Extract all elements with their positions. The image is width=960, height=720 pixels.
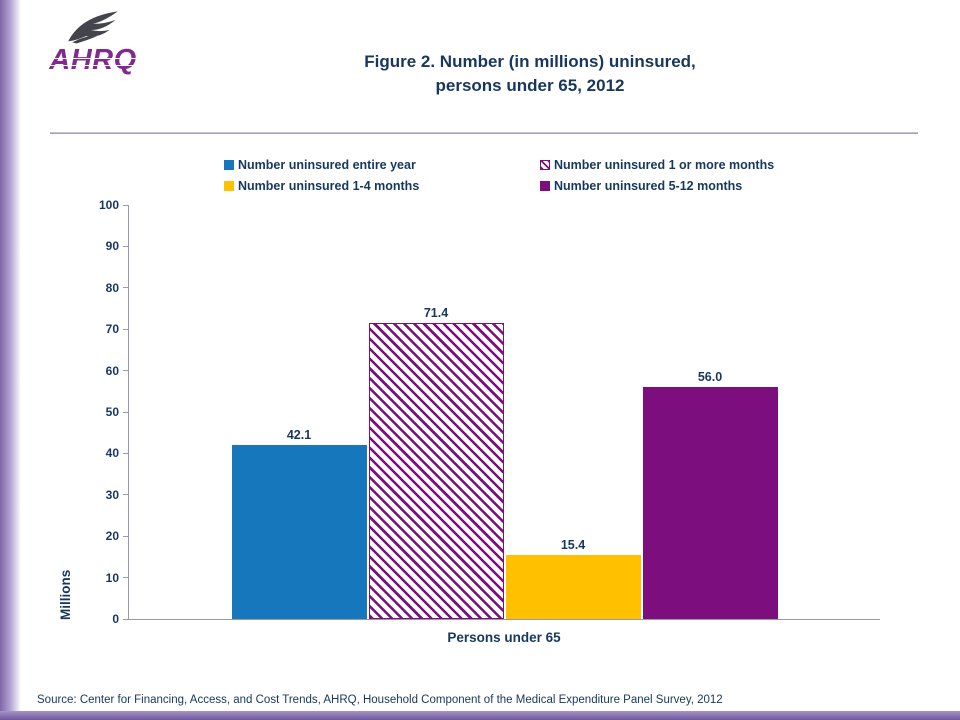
y-tick-mark	[123, 287, 129, 289]
chart-title-line1: Figure 2. Number (in millions) uninsured…	[364, 52, 696, 71]
y-axis-title: Millions	[58, 569, 73, 620]
legend-item-1-or-more-months: Number uninsured 1 or more months	[540, 158, 774, 172]
ahrq-logo: AHRQ	[34, 8, 152, 75]
y-tick-label: 40	[105, 446, 119, 461]
chart-title: Figure 2. Number (in millions) uninsured…	[160, 50, 900, 98]
y-tick-label: 80	[105, 280, 119, 295]
y-tick-label: 0	[112, 612, 119, 626]
y-tick-label: 70	[105, 322, 119, 337]
y-tick-mark	[123, 452, 129, 454]
eagle-icon	[68, 11, 118, 44]
legend-label: Number uninsured 1 or more months	[554, 158, 775, 172]
bar-uninsured-5-12-months	[642, 387, 778, 619]
plot-area: 0 10 20 30 40 50 60 70 80 90 100 42.1 71.4 15.4 56…	[99, 198, 880, 626]
y-tick-label: 60	[105, 363, 119, 378]
chart-title-line2: persons under 65, 2012	[435, 75, 625, 95]
bar-group-1-or-more-months: 71.4	[368, 306, 504, 619]
y-tick-label: 20	[105, 529, 119, 544]
x-axis-title: Persons under 65	[447, 630, 561, 645]
legend-label: Number uninsured 5-12 months	[554, 179, 743, 193]
y-tick-label: 10	[105, 570, 119, 585]
legend-marker-1-or-more-months	[540, 160, 550, 170]
bar-uninsured-entire-year	[231, 444, 367, 619]
y-tick-mark	[123, 577, 129, 579]
source-note: Source: Center for Financing, Access, an…	[37, 694, 723, 706]
bar-group-entire-year: 42.1	[231, 427, 367, 619]
bar-uninsured-1-4-months	[505, 555, 641, 619]
bar-value-label: 15.4	[560, 538, 586, 553]
y-tick-label: 50	[105, 405, 119, 419]
y-tick-mark	[123, 494, 129, 496]
bar-group-5-12-months: 56.0	[642, 370, 778, 619]
bottom-gradient-strip	[0, 711, 960, 720]
y-tick-mark	[123, 245, 129, 247]
bar-value-label: 56.0	[697, 370, 723, 385]
bars-group: 42.1 71.4 15.4 56.0	[129, 205, 880, 619]
logo-stripe	[38, 57, 148, 59]
left-gradient-strip	[0, 0, 21, 720]
y-tick-label: 90	[105, 239, 119, 254]
y-tick-label: 100	[98, 198, 119, 212]
legend-marker-entire-year	[224, 160, 234, 170]
bar-value-label: 71.4	[423, 306, 449, 321]
bar-value-label: 42.1	[286, 427, 312, 442]
y-tick-mark	[123, 411, 129, 413]
legend-item-5-12-months: Number uninsured 5-12 months	[540, 179, 774, 193]
legend-item-entire-year: Number uninsured entire year	[224, 158, 540, 172]
legend-label: Number uninsured 1-4 months	[238, 179, 420, 193]
bar-group-1-4-months: 15.4	[505, 538, 641, 619]
y-tick-mark	[123, 370, 129, 372]
y-tick-mark	[123, 328, 129, 330]
logo-stripe	[38, 64, 148, 66]
legend-item-1-4-months: Number uninsured 1-4 months	[224, 179, 540, 193]
legend-marker-5-12-months	[540, 181, 550, 191]
y-tick-mark	[123, 204, 129, 206]
y-tick-mark	[123, 535, 129, 537]
bar-uninsured-1-or-more-months	[368, 323, 504, 619]
legend-label: Number uninsured entire year	[238, 158, 416, 172]
legend-marker-1-4-months	[224, 181, 234, 191]
ahrq-logo-text: AHRQ	[49, 44, 137, 76]
chart-area: Millions 0 10 20 30 40 50 60 70 80 90 100 42.1 71.…	[58, 198, 880, 645]
y-tick-label: 30	[105, 487, 119, 502]
y-tick-mark	[123, 618, 129, 620]
chart-legend: Number uninsured entire year Number unin…	[224, 158, 774, 193]
title-divider	[50, 132, 918, 134]
